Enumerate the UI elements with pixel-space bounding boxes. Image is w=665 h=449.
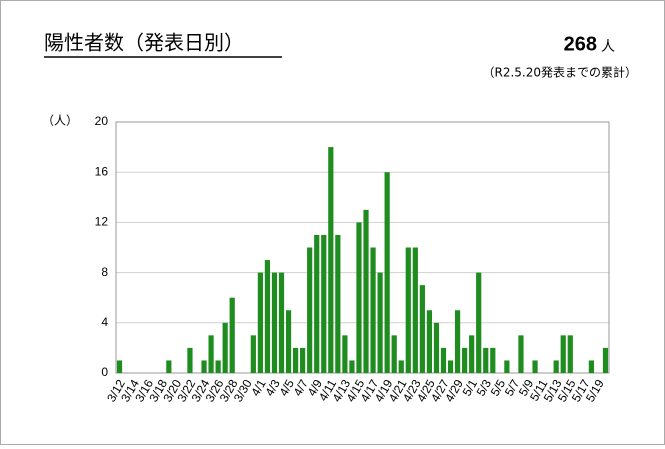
bar (300, 347, 306, 373)
y-tick-label: 8 (101, 265, 108, 279)
bar (116, 360, 123, 373)
bar (483, 347, 489, 373)
bar (250, 335, 256, 373)
chart-title: 陽性者数（発表日別） (44, 31, 244, 55)
bar (398, 360, 404, 373)
bar (187, 347, 193, 373)
plot-border (115, 121, 610, 374)
bar (264, 260, 271, 373)
bar (292, 347, 299, 373)
bar (285, 310, 292, 373)
bar (166, 360, 172, 373)
bar (328, 147, 334, 373)
bar (462, 347, 468, 373)
bar (384, 172, 390, 373)
bar (567, 335, 573, 373)
bar (222, 322, 228, 373)
bar (271, 272, 278, 373)
bar (321, 234, 327, 373)
bar (490, 347, 496, 373)
bar (433, 322, 440, 373)
bar (257, 272, 263, 373)
y-tick-label: 20 (95, 114, 109, 128)
bar (469, 335, 475, 373)
total-unit: 人 (601, 39, 615, 55)
y-tick-label: 16 (95, 164, 109, 178)
y-axis-label: （人） (42, 114, 78, 128)
bar (419, 285, 425, 373)
bar (208, 335, 214, 373)
bar (370, 247, 376, 373)
bar (412, 247, 418, 373)
y-tick-label: 0 (101, 365, 108, 379)
bar (215, 360, 221, 373)
bar (314, 234, 320, 373)
bar (363, 209, 369, 373)
bar (476, 272, 482, 373)
bar (278, 272, 285, 373)
bar (518, 335, 524, 373)
bar (405, 247, 411, 373)
bar (229, 297, 235, 373)
bar (440, 347, 447, 373)
total: 268 (564, 33, 597, 55)
bar (377, 272, 383, 373)
bar (349, 360, 355, 373)
bar (553, 360, 559, 373)
bar (602, 347, 609, 373)
bar (588, 360, 594, 373)
bar (342, 335, 348, 373)
bar (454, 310, 461, 373)
note: （R2.5.20発表までの累計） (482, 65, 637, 80)
bar (447, 360, 454, 373)
bar (504, 360, 510, 373)
y-tick-label: 12 (95, 215, 109, 229)
bar (307, 247, 313, 373)
bar (391, 335, 397, 373)
bar (335, 234, 341, 373)
bar (356, 222, 362, 373)
bar (201, 360, 207, 373)
bar (560, 335, 566, 373)
bar (532, 360, 538, 373)
y-tick-label: 4 (101, 315, 108, 329)
bar (426, 310, 433, 373)
